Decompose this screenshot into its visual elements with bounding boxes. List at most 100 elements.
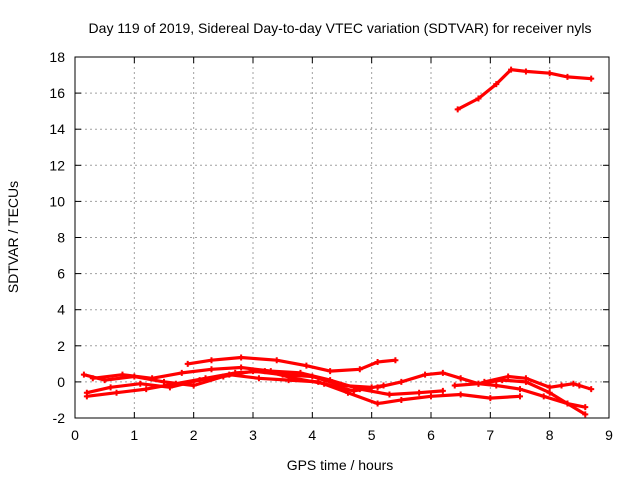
data-point — [517, 386, 523, 393]
data-point — [273, 357, 280, 364]
data-point — [327, 368, 334, 375]
data-point — [546, 384, 553, 391]
data-point — [172, 380, 179, 387]
data-point — [475, 380, 482, 387]
series-line — [376, 371, 587, 409]
data-point — [416, 389, 423, 396]
x-axis-label: GPS time / hours — [287, 457, 394, 473]
series-line — [456, 67, 593, 111]
data-point — [481, 378, 488, 385]
chart-title: Day 119 of 2019, Sidereal Day-to-day VTE… — [89, 20, 592, 36]
data-point — [505, 373, 512, 380]
data-point — [327, 377, 334, 384]
x-tick-label: 0 — [71, 427, 79, 443]
data-point — [398, 378, 405, 385]
y-tick-label: 4 — [57, 302, 65, 318]
data-point — [439, 387, 446, 394]
series-track-7 — [374, 369, 589, 411]
y-tick-label: 6 — [57, 266, 65, 282]
data-point — [439, 369, 446, 376]
data-point — [113, 389, 120, 396]
data-point — [303, 362, 310, 369]
data-point — [546, 389, 553, 396]
data-point — [374, 359, 381, 366]
grid-layer — [75, 57, 609, 418]
data-point — [202, 375, 209, 382]
data-point — [143, 386, 150, 393]
x-tick-label: 6 — [427, 427, 435, 443]
plot-frame — [74, 56, 610, 419]
data-point — [80, 371, 87, 378]
data-point — [540, 393, 547, 400]
y-tick-label: -2 — [53, 410, 66, 426]
data-point — [558, 382, 565, 389]
data-point — [356, 386, 363, 393]
data-point — [522, 375, 529, 382]
data-point — [119, 371, 126, 378]
data-point — [487, 395, 494, 402]
data-point — [267, 368, 274, 375]
data-point — [107, 384, 114, 391]
y-tick-label: 14 — [49, 121, 65, 137]
data-point — [428, 393, 434, 400]
data-point — [564, 400, 571, 407]
series-track-9 — [481, 373, 595, 393]
data-point — [208, 366, 215, 373]
data-point — [570, 380, 577, 387]
data-point — [386, 391, 393, 398]
data-point — [83, 393, 90, 400]
y-axis-label: SDTVAR / TECUs — [5, 181, 21, 293]
data-point — [208, 357, 215, 364]
x-tick-label: 4 — [308, 427, 316, 443]
x-tick-label: 7 — [486, 427, 494, 443]
series-track-1 — [454, 66, 595, 113]
x-tick-label: 1 — [130, 427, 138, 443]
y-tick-label: 16 — [49, 85, 65, 101]
data-point — [137, 380, 144, 387]
y-tick-label: 2 — [57, 338, 65, 354]
data-point — [184, 360, 191, 367]
series-track-6 — [89, 364, 446, 398]
data-point — [508, 66, 515, 73]
series-track-8 — [451, 377, 589, 418]
data-point — [582, 404, 589, 411]
data-point — [89, 375, 96, 382]
data-point — [454, 106, 461, 113]
data-point — [582, 411, 589, 418]
data-point — [297, 369, 304, 376]
y-tick-label: 18 — [49, 49, 65, 65]
data-point — [149, 375, 156, 382]
data-point — [374, 400, 381, 407]
data-point — [475, 95, 482, 102]
x-tick-label: 5 — [368, 427, 376, 443]
data-point — [398, 396, 405, 403]
data-point — [422, 371, 429, 378]
data-point — [588, 386, 595, 393]
y-tick-label: 10 — [49, 193, 65, 209]
series-layer — [80, 66, 595, 418]
series-track-2 — [184, 354, 399, 375]
data-point — [190, 382, 197, 389]
x-tick-label: 8 — [546, 427, 554, 443]
x-tick-label: 9 — [605, 427, 613, 443]
data-point — [232, 369, 239, 376]
data-point — [255, 375, 262, 382]
data-point — [161, 378, 167, 385]
x-tick-label: 3 — [249, 427, 257, 443]
data-point — [291, 375, 298, 382]
data-point — [238, 354, 245, 361]
data-point — [517, 393, 523, 400]
data-point — [374, 384, 381, 391]
data-point — [522, 68, 529, 75]
data-point — [546, 70, 553, 77]
y-tick-label: 8 — [57, 230, 65, 246]
data-point — [576, 382, 583, 389]
data-point — [321, 380, 328, 387]
data-point — [392, 357, 399, 364]
data-point — [178, 369, 185, 376]
data-point — [238, 364, 245, 371]
data-point — [588, 75, 595, 82]
